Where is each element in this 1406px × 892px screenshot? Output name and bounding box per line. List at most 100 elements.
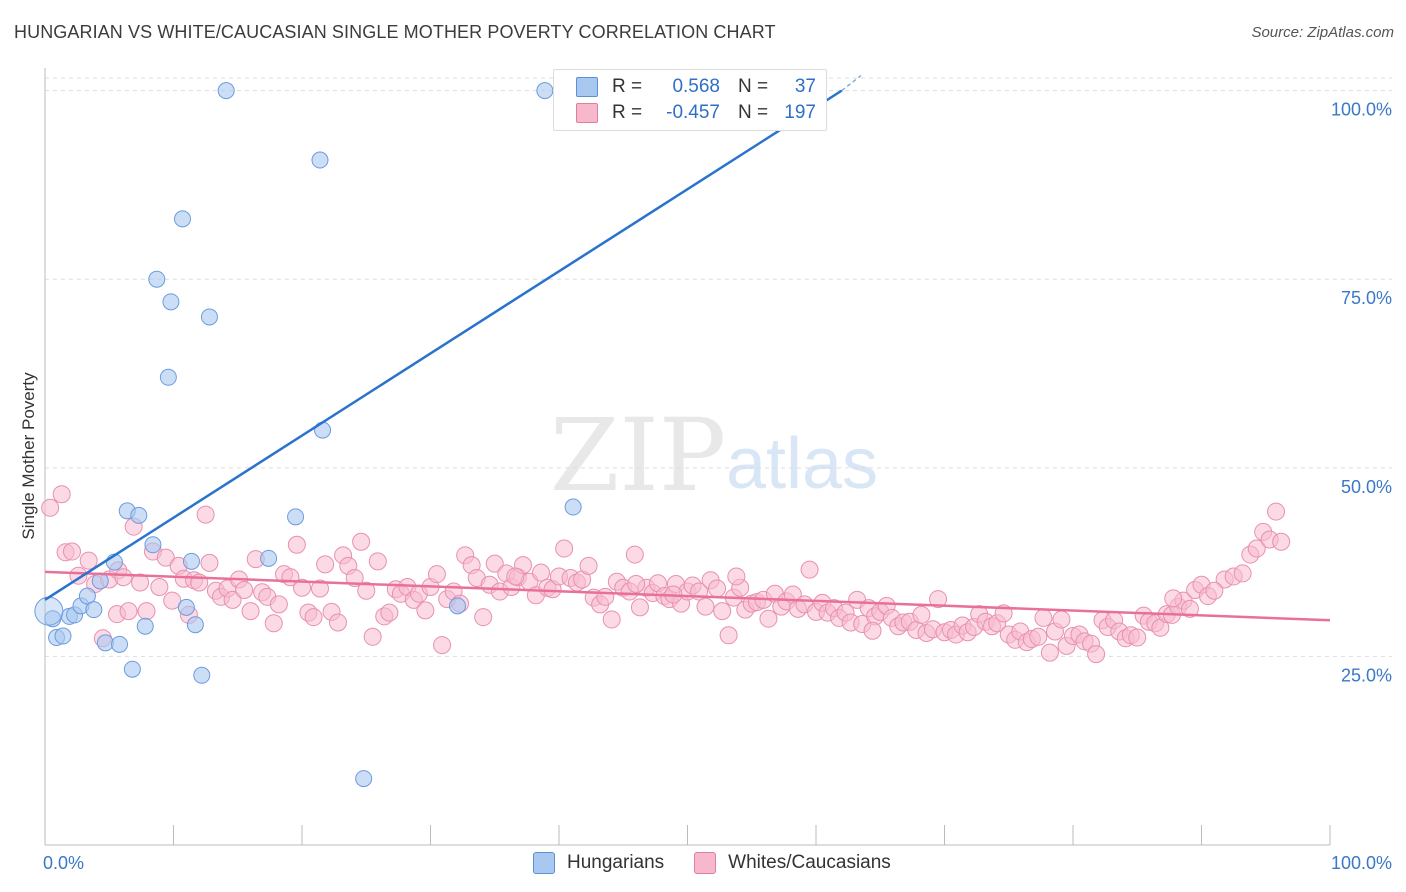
legend-r-value: 0.568: [672, 76, 720, 97]
hungarian-trend-line: [44, 89, 843, 601]
hungarian-point: [78, 587, 96, 605]
hungarian-point: [136, 617, 154, 635]
whites-point: [713, 602, 732, 621]
whites-point: [433, 636, 452, 655]
whites-point: [380, 603, 399, 622]
hungarian-point: [186, 616, 204, 634]
whites-point: [241, 602, 260, 621]
whites-point: [352, 532, 371, 551]
hungarian-point: [159, 368, 177, 386]
legend-swatch-whites: [576, 103, 598, 123]
hungarian-point: [182, 552, 200, 570]
whites-point: [719, 626, 738, 645]
whites-point: [602, 610, 621, 629]
whites-point: [1034, 608, 1053, 627]
whites-point: [131, 573, 150, 592]
y-tick-label: 100.0%: [1331, 100, 1392, 120]
bottom-legend-whites: Whites/Caucasians: [694, 852, 891, 874]
bottom-legend-swatch-hungarians: [533, 852, 555, 874]
whites-point: [1233, 564, 1252, 583]
whites-point: [727, 567, 746, 586]
whites-point: [114, 568, 133, 587]
hungarian-point: [193, 666, 211, 684]
watermark-zip: ZIP: [550, 397, 726, 514]
whites-point: [150, 578, 169, 597]
whites-point: [328, 613, 347, 632]
whites-point: [863, 621, 882, 640]
legend-n-label: N =: [738, 102, 769, 123]
whites-point: [357, 581, 376, 600]
whites-point: [368, 552, 387, 571]
x-tick-label: 0.0%: [43, 853, 84, 873]
whites-point: [363, 627, 382, 646]
whites-point: [625, 545, 644, 564]
whites-trend-line: [44, 570, 1331, 622]
whites-point: [627, 574, 646, 593]
hungarian-point: [355, 770, 373, 788]
whites-point: [79, 551, 98, 570]
whites-point: [119, 602, 138, 621]
trend-lines: [44, 74, 1331, 622]
whites-point: [264, 614, 283, 633]
legend-n-value: 197: [784, 102, 816, 123]
whites-point: [427, 565, 446, 584]
bottom-legend-label: Hungarians: [567, 852, 665, 873]
hungarian-point: [148, 270, 166, 288]
whites-point: [196, 505, 215, 524]
whites-point: [506, 567, 525, 586]
y-tick-label: 75.0%: [1341, 288, 1392, 308]
whites-point: [474, 608, 493, 627]
whites-point: [696, 597, 715, 616]
whites-point: [532, 563, 551, 582]
hungarian-point: [144, 536, 162, 554]
axes: [44, 68, 1331, 846]
whites-point: [759, 609, 778, 628]
hungarian-trend-extension: [841, 74, 862, 92]
whites-point: [1040, 643, 1059, 662]
whites-point: [287, 535, 306, 554]
legend: R = 0.568 N = 37 R = -0.457 N = 197: [553, 69, 827, 131]
whites-point: [912, 605, 931, 624]
whites-point: [800, 560, 819, 579]
hungarian-point: [96, 634, 114, 652]
whites-point: [163, 591, 182, 610]
x-tick-label: 100.0%: [1331, 853, 1392, 873]
hungarian-point: [173, 210, 191, 228]
source-label: Source: ZipAtlas.com: [1251, 24, 1394, 41]
hungarian-point: [177, 598, 195, 616]
hungarian-point: [200, 308, 218, 326]
whites-point: [1247, 539, 1266, 558]
whites-point: [1087, 645, 1106, 664]
bottom-legend-label: Whites/Caucasians: [728, 852, 891, 873]
whites-point: [1128, 628, 1147, 647]
whites-point: [1205, 581, 1224, 600]
whites-point: [310, 579, 329, 598]
hungarian-point: [162, 293, 180, 311]
legend-n-label: N =: [738, 76, 769, 97]
whites-point: [630, 598, 649, 617]
hungarian-point: [564, 498, 582, 516]
whites-point: [416, 601, 435, 620]
whites-point: [62, 542, 81, 561]
whites-point: [293, 578, 311, 597]
hungarian-point: [34, 596, 64, 626]
hungarian-point: [311, 151, 329, 169]
whites-point: [52, 485, 71, 504]
legend-r-label: R =: [612, 76, 643, 97]
chart-title: HUNGARIAN VS WHITE/CAUCASIAN SINGLE MOTH…: [14, 22, 776, 42]
whites-point: [137, 602, 156, 621]
y-axis-title: Single Mother Poverty: [19, 372, 38, 540]
hungarian-point: [54, 627, 72, 645]
hungarian-point: [314, 421, 332, 439]
bottom-legend-hungarians: Hungarians: [533, 852, 664, 874]
legend-r-value: -0.457: [666, 102, 720, 123]
hungarian-point: [448, 597, 466, 615]
whites-point: [316, 555, 335, 574]
whites-point: [235, 581, 254, 600]
hungarian-point: [217, 82, 235, 100]
whites-point: [156, 548, 175, 567]
hungarian-point: [123, 660, 141, 678]
whites-point: [200, 553, 219, 572]
whites-point: [269, 595, 288, 614]
